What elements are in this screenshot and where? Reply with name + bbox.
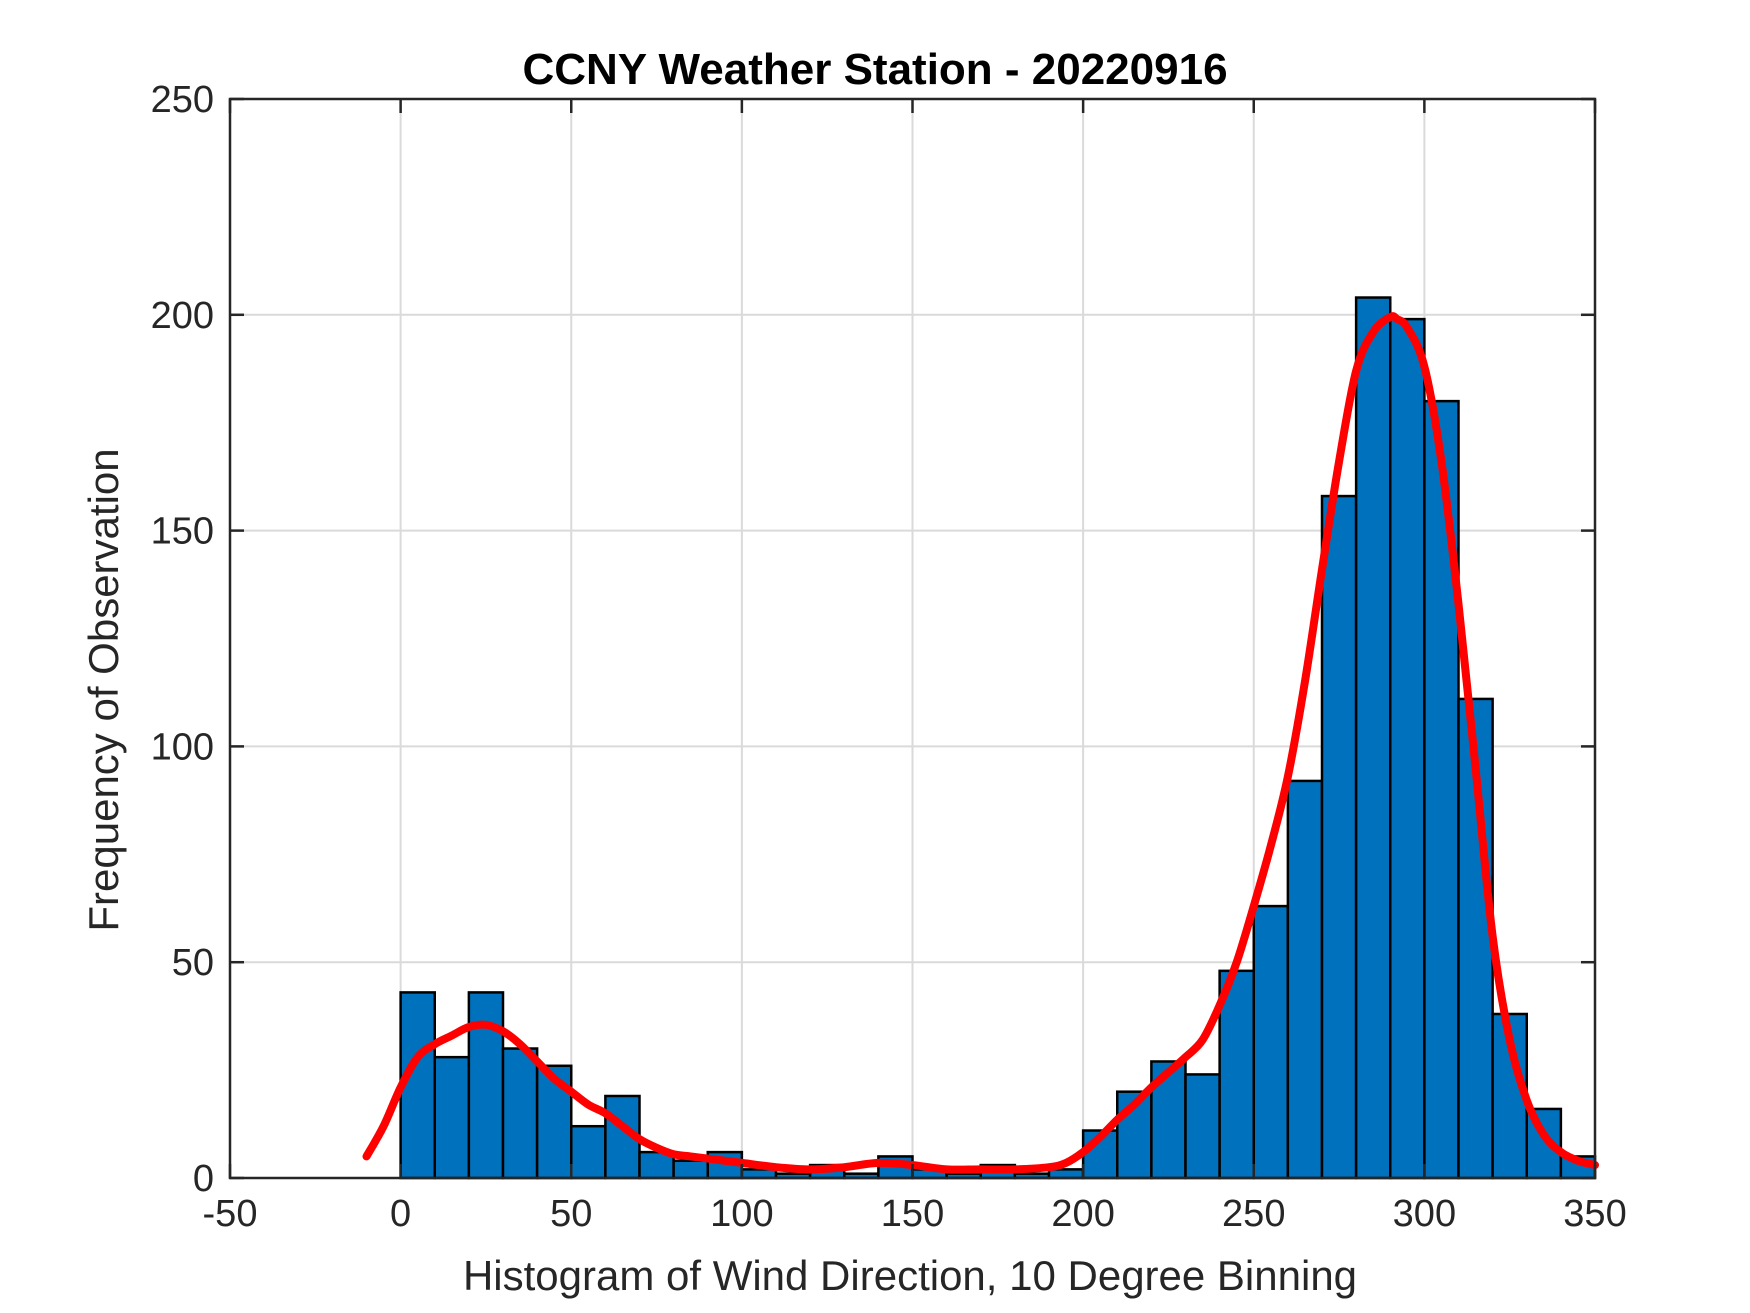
histogram-bar xyxy=(433,1055,471,1180)
x-tick-label: 150 xyxy=(881,1193,944,1235)
y-axis-label: Frequency of Observation xyxy=(80,448,127,931)
histogram-bar xyxy=(467,991,505,1180)
x-tick-label: -50 xyxy=(203,1193,258,1235)
histogram-bar xyxy=(1389,317,1426,1180)
histogram-bar xyxy=(1320,494,1358,1180)
histogram-bar xyxy=(1047,1168,1085,1180)
histogram-bar xyxy=(501,1047,539,1180)
histogram-bar xyxy=(1286,779,1324,1180)
y-tick-label: 50 xyxy=(172,942,214,984)
y-tick-label: 0 xyxy=(193,1158,214,1200)
chart-title: CCNY Weather Station - 20220916 xyxy=(522,45,1227,94)
x-tick-label: 250 xyxy=(1222,1193,1285,1235)
y-tick-label: 250 xyxy=(151,79,214,121)
histogram-bar xyxy=(1184,1073,1221,1180)
histogram-bar xyxy=(672,1159,709,1180)
histogram-bar xyxy=(1423,399,1460,1180)
histogram-bar xyxy=(1252,904,1290,1180)
x-tick-label: 200 xyxy=(1051,1193,1114,1235)
y-tick-label: 150 xyxy=(151,511,214,553)
histogram-bar xyxy=(570,1124,607,1180)
y-tick-label: 100 xyxy=(151,726,214,768)
density-fit-curve xyxy=(362,312,1599,1174)
x-tick-label: 100 xyxy=(710,1193,773,1235)
x-tick-label: 0 xyxy=(390,1193,411,1235)
x-axis-label: Histogram of Wind Direction, 10 Degree B… xyxy=(463,1252,1357,1299)
y-tick-label: 200 xyxy=(151,295,214,337)
density-fit-line xyxy=(362,312,1599,1174)
x-tick-label: 50 xyxy=(550,1193,592,1235)
x-tick-label: 350 xyxy=(1563,1193,1626,1235)
histogram-bar xyxy=(1354,296,1392,1180)
x-tick-label: 300 xyxy=(1393,1193,1456,1235)
